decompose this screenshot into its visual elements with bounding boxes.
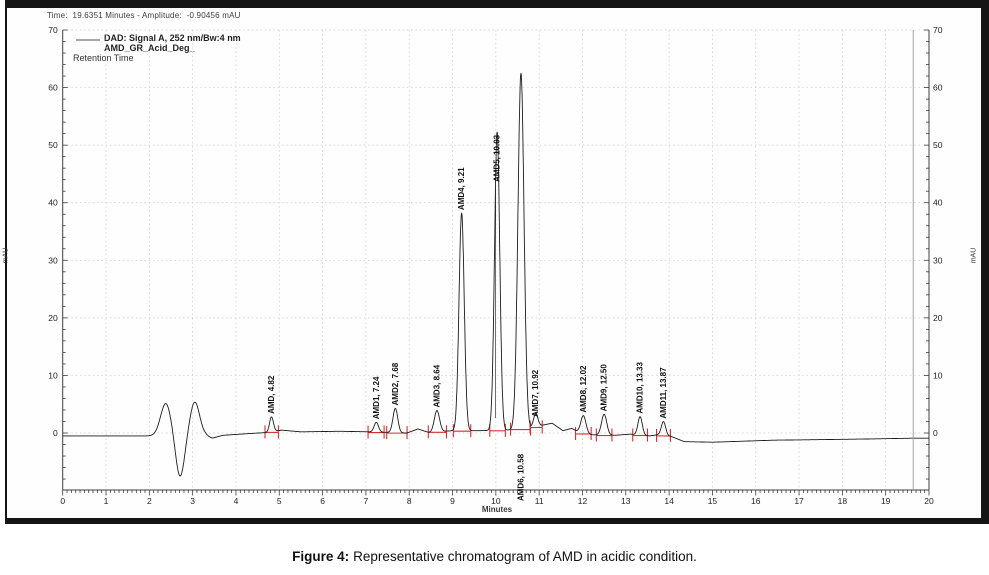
x-tick-label: 4	[234, 496, 239, 506]
x-tick-label: 19	[881, 496, 891, 506]
y-tick-label: 20	[48, 313, 58, 323]
y-tick-label: 30	[933, 255, 943, 265]
x-tick-label: 16	[751, 496, 761, 506]
peak-label: AMD10, 13.33	[636, 361, 645, 413]
y-tick-label: 20	[933, 313, 943, 323]
x-axis-unit: Minutes	[481, 505, 513, 514]
x-tick-label: 20	[924, 496, 934, 506]
x-tick-label: 3	[190, 496, 195, 506]
y-tick-label: 60	[933, 83, 943, 93]
y-tick-label: 30	[48, 255, 58, 265]
x-tick-label: 5	[277, 496, 282, 506]
y-tick-label: 40	[48, 198, 58, 208]
peak-label: AMD4, 9.21	[457, 167, 466, 210]
peak-label: AMD5, 10.03	[493, 134, 502, 182]
figure-caption: Figure 4: Representative chromatogram of …	[0, 549, 989, 564]
peak-label: AMD7, 10.92	[531, 369, 540, 417]
x-tick-label: 17	[794, 496, 804, 506]
peak-label: AMD8, 12.02	[579, 365, 588, 413]
legend-retention-time-label: Retention Time	[73, 53, 134, 63]
peak-label: AMD9, 12.50	[600, 364, 609, 412]
figure-caption-label: Figure 4:	[292, 549, 350, 564]
y-tick-label: 60	[48, 83, 58, 93]
x-tick-label: 8	[407, 496, 412, 506]
x-tick-label: 7	[364, 496, 369, 506]
x-tick-label: 1	[104, 496, 109, 506]
x-tick-label: 11	[535, 496, 544, 506]
x-tick-label: 18	[838, 496, 848, 506]
y-tick-label: 70	[48, 25, 58, 35]
peak-label: AMD11, 13.87	[659, 367, 668, 419]
figure-caption-text: Representative chromatogram of AMD in ac…	[353, 549, 697, 564]
x-tick-label: 14	[664, 496, 674, 506]
y-tick-label: 50	[933, 140, 943, 150]
y-tick-label: 10	[48, 370, 58, 380]
x-tick-label: 10	[491, 496, 501, 506]
x-tick-label: 15	[708, 496, 718, 506]
x-tick-label: 12	[578, 496, 588, 506]
peak-label: AMD1, 7.24	[372, 376, 381, 419]
x-tick-label: 9	[450, 496, 455, 506]
status-bar: Time: 19.6351 Minutes - Amplitude: -0.90…	[47, 11, 241, 20]
y-tick-label: 70	[933, 25, 943, 35]
peak-label: AMD, 4.82	[267, 375, 276, 414]
x-tick-label: 6	[320, 496, 325, 506]
y-tick-label: 40	[933, 198, 943, 208]
x-tick-label: 2	[147, 496, 152, 506]
peak-label: AMD3, 8.64	[432, 364, 441, 407]
y-tick-label: 0	[933, 428, 938, 438]
x-tick-label: 0	[60, 496, 65, 506]
y-tick-label: 50	[48, 140, 58, 150]
peak-label: AMD6, 10.58	[516, 453, 525, 501]
x-tick-label: 13	[621, 496, 631, 506]
y-tick-label: 10	[933, 370, 943, 380]
chromatogram-trace	[62, 72, 930, 477]
legend-detector-label: DAD: Signal A, 252 nm/Bw:4 nm	[104, 33, 241, 43]
y-tick-label: 0	[53, 428, 58, 438]
peak-label: AMD2, 7.68	[391, 362, 400, 405]
